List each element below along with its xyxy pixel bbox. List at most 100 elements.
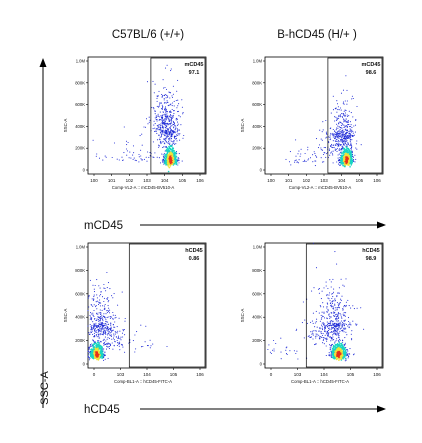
data-point [157, 115, 159, 117]
data-point [169, 123, 171, 125]
data-point [343, 126, 345, 129]
data-point [166, 115, 168, 117]
x-tick-label: 106 [196, 178, 204, 183]
data-point [170, 148, 172, 150]
data-point [171, 133, 173, 135]
data-point [328, 333, 330, 335]
x-tick-label: 103 [117, 372, 125, 377]
data-point [332, 296, 334, 298]
data-point [95, 349, 97, 352]
data-point [166, 162, 169, 164]
data-point [350, 112, 352, 114]
data-point [110, 332, 112, 334]
data-point [100, 347, 103, 350]
data-point [128, 157, 130, 159]
data-point [171, 155, 174, 157]
data-point [317, 147, 320, 149]
data-point [334, 329, 337, 331]
data-point [155, 129, 157, 131]
data-point [314, 326, 316, 328]
data-point [93, 336, 95, 338]
data-point [329, 322, 331, 324]
data-point [316, 333, 318, 335]
data-point [127, 141, 129, 144]
data-point [319, 129, 321, 131]
data-point [99, 287, 101, 289]
data-point [344, 328, 346, 330]
data-point [152, 80, 154, 82]
data-point [330, 132, 332, 134]
data-point [174, 160, 177, 162]
data-point [324, 338, 327, 340]
data-point [343, 356, 346, 358]
data-point [118, 159, 120, 161]
row-label-mcd45: mCD45 [84, 220, 123, 232]
data-point [322, 302, 324, 304]
data-point [162, 111, 164, 113]
y-tick-label: 800K [75, 268, 85, 273]
data-point [172, 130, 174, 132]
data-point [175, 134, 178, 136]
data-point [175, 143, 177, 145]
data-point [347, 122, 349, 124]
data-point [114, 317, 116, 319]
data-point [172, 160, 174, 162]
data-point [169, 155, 171, 158]
data-point [106, 345, 108, 347]
data-point [166, 64, 168, 66]
data-point [324, 147, 326, 149]
data-point [337, 306, 339, 309]
data-point [99, 305, 101, 307]
data-point [329, 328, 331, 330]
data-point [132, 158, 134, 161]
data-point [335, 327, 337, 329]
data-point [99, 318, 102, 320]
data-point [110, 322, 112, 324]
data-point [329, 292, 331, 294]
data-point [329, 336, 331, 338]
data-point [171, 108, 173, 111]
data-point [330, 328, 332, 330]
data-point [110, 327, 112, 329]
data-point [338, 324, 341, 326]
y-tick-label: 1.0M [253, 59, 263, 64]
data-point [97, 326, 99, 328]
data-point [332, 154, 334, 156]
data-point [164, 132, 166, 134]
data-point [324, 337, 326, 339]
data-point [338, 139, 340, 141]
data-point [89, 350, 91, 352]
data-point [289, 350, 291, 352]
data-point [342, 341, 344, 343]
data-point [106, 346, 109, 348]
data-point [351, 152, 353, 154]
data-point [344, 126, 346, 128]
data-point [355, 158, 357, 160]
data-point [92, 305, 94, 307]
data-point [103, 297, 105, 299]
data-point [340, 143, 342, 146]
data-point [99, 333, 101, 336]
data-point [108, 331, 110, 333]
data-point [133, 157, 135, 159]
data-point [328, 136, 330, 138]
data-point [123, 329, 125, 331]
data-point [334, 332, 336, 334]
data-point [98, 335, 100, 337]
data-point [330, 152, 332, 154]
data-point [100, 322, 102, 324]
data-point [333, 330, 335, 332]
data-point [129, 151, 131, 153]
data-point [334, 144, 336, 147]
data-point [307, 146, 309, 148]
data-point [330, 127, 332, 129]
data-point [320, 336, 322, 339]
data-point [166, 111, 168, 113]
data-point [156, 105, 158, 107]
data-point [107, 329, 109, 332]
data-point [159, 104, 161, 106]
data-point [355, 143, 357, 145]
data-point [159, 129, 161, 131]
data-point [343, 305, 345, 307]
data-point [338, 109, 340, 111]
